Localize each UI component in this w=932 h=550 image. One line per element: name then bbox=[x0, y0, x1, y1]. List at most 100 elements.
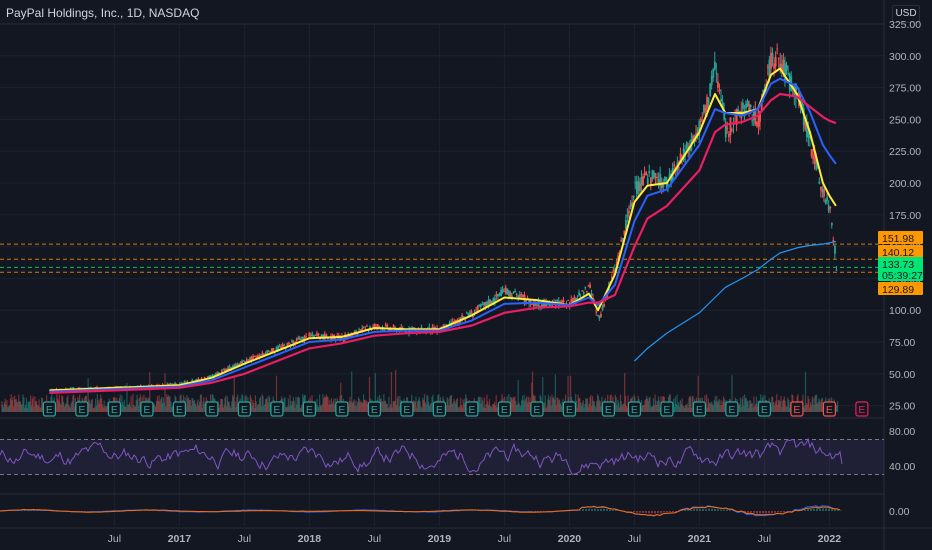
volume-bar bbox=[808, 398, 810, 412]
candle-body bbox=[646, 178, 649, 185]
volume-bar bbox=[261, 394, 263, 412]
volume-bar bbox=[655, 400, 657, 412]
candle-body bbox=[451, 321, 454, 323]
candle-body bbox=[642, 176, 644, 186]
volume-bar bbox=[448, 405, 450, 412]
candle-body bbox=[728, 133, 730, 138]
candle-body bbox=[648, 170, 651, 174]
volume-bar bbox=[520, 406, 522, 412]
candle-body bbox=[596, 315, 599, 317]
volume-bar bbox=[583, 407, 585, 412]
volume-bar bbox=[598, 400, 600, 412]
earnings-label: E bbox=[761, 404, 768, 416]
volume-bar bbox=[544, 395, 546, 412]
macd-histogram-bar bbox=[693, 509, 695, 511]
volume-bar bbox=[160, 399, 162, 412]
earnings-marker bbox=[302, 401, 316, 417]
time-tick-label: 2019 bbox=[428, 533, 452, 545]
volume-bar bbox=[19, 401, 22, 412]
volume-bar bbox=[816, 403, 818, 412]
candle-body bbox=[715, 72, 718, 74]
volume-bar bbox=[447, 398, 449, 412]
price-tick-label: 200.00 bbox=[889, 178, 921, 190]
candle-body bbox=[603, 304, 605, 307]
volume-bar bbox=[754, 406, 756, 412]
volume-bar bbox=[755, 403, 757, 412]
candle-body bbox=[827, 205, 830, 211]
macd-tick-label: 0.00 bbox=[889, 506, 910, 518]
candle-body bbox=[779, 63, 782, 70]
candle-body bbox=[703, 104, 705, 114]
currency-button[interactable]: USD bbox=[892, 5, 920, 23]
macd-histogram-bar bbox=[651, 511, 653, 514]
macd-histogram-bar bbox=[606, 509, 608, 511]
earnings-label: E bbox=[826, 404, 833, 416]
volume-bar bbox=[366, 400, 368, 412]
candle-body bbox=[270, 348, 273, 352]
candle-body bbox=[653, 172, 655, 178]
volume-bar bbox=[579, 397, 581, 412]
volume-bar bbox=[683, 406, 685, 412]
candle-body bbox=[231, 366, 234, 369]
time-axis[interactable]: Jul 2017 Jul 2018 Jul 2019 Jul 2020 Jul 2021 Jul 20… bbox=[0, 527, 932, 545]
candle-body bbox=[448, 323, 451, 325]
candle-body bbox=[342, 340, 345, 342]
candle-body bbox=[308, 333, 311, 336]
volume-bar bbox=[395, 369, 397, 412]
candle-body bbox=[473, 311, 476, 314]
price-tick-label: 325.00 bbox=[889, 19, 921, 31]
candle-body bbox=[751, 119, 754, 122]
candle-body bbox=[221, 370, 223, 373]
earnings-label: E bbox=[468, 404, 475, 416]
volume-bar bbox=[166, 396, 169, 412]
volume-bar bbox=[658, 400, 660, 412]
earnings-label: E bbox=[306, 404, 313, 416]
price-tag-countdown: 05:39:27 bbox=[882, 270, 923, 282]
volume-bar bbox=[807, 395, 809, 412]
volume-bar bbox=[194, 403, 197, 412]
volume-bar bbox=[354, 405, 356, 412]
volume-bar bbox=[479, 396, 481, 412]
volume-bar bbox=[717, 402, 719, 412]
macd-histogram-bar bbox=[831, 509, 833, 511]
volume-bar bbox=[463, 403, 465, 412]
macd-histogram-bar bbox=[705, 509, 707, 511]
candle-body bbox=[774, 56, 777, 67]
volume-bar bbox=[137, 398, 139, 412]
volume-bar bbox=[679, 400, 682, 412]
volume-bar bbox=[625, 405, 627, 412]
candle-body bbox=[637, 181, 640, 191]
time-tick-label: 2022 bbox=[818, 533, 842, 545]
earnings-label: E bbox=[403, 404, 410, 416]
macd-histogram-bar bbox=[594, 508, 596, 511]
candle-body bbox=[305, 335, 308, 337]
volume-bar bbox=[68, 406, 71, 412]
volume-bar bbox=[329, 399, 331, 412]
volume-bar bbox=[429, 403, 431, 412]
candle-body bbox=[233, 364, 236, 368]
volume-bar bbox=[481, 397, 483, 412]
volume-bar bbox=[559, 399, 561, 412]
candle-body bbox=[490, 301, 493, 304]
series-line-ma200 bbox=[633, 240, 837, 362]
volume-bar bbox=[551, 394, 553, 412]
candle-body bbox=[704, 107, 707, 113]
candle-body bbox=[206, 376, 209, 378]
macd-histogram-bar bbox=[726, 509, 728, 511]
volume-bar bbox=[548, 394, 550, 412]
candle-body bbox=[278, 346, 281, 348]
macd-histogram-bar bbox=[474, 510, 476, 511]
volume-bar bbox=[399, 395, 401, 412]
volume-bar bbox=[772, 401, 774, 412]
volume-bar bbox=[275, 375, 278, 412]
volume-bar bbox=[454, 400, 456, 412]
volume-bar bbox=[135, 400, 137, 412]
volume-bar bbox=[487, 401, 489, 412]
volume-bar bbox=[287, 398, 289, 412]
candle-body bbox=[486, 301, 488, 305]
volume-bar bbox=[462, 399, 464, 412]
volume-bar bbox=[324, 396, 326, 412]
volume-bar bbox=[340, 382, 342, 412]
